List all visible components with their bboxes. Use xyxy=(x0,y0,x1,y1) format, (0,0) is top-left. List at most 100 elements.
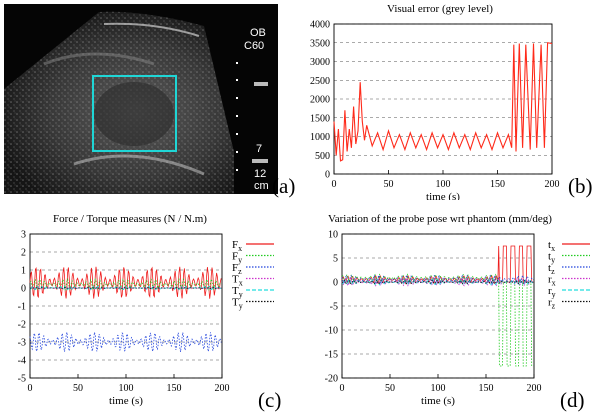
legend-item: ty xyxy=(548,251,590,265)
panel-label-b: (b) xyxy=(568,174,593,198)
legend-item: Tx xyxy=(232,274,274,288)
legend-item: rz xyxy=(548,297,590,311)
legend-label: Ty xyxy=(232,297,243,311)
y-tick-label: 4000 xyxy=(310,20,330,31)
legend-label: Fy xyxy=(232,251,242,265)
legend-subscript: y xyxy=(239,290,243,299)
x-tick-label: 50 xyxy=(385,383,395,394)
panel-label-c: (c) xyxy=(258,388,282,412)
legend-label: Fz xyxy=(232,262,242,276)
series-line-1 xyxy=(341,273,534,367)
legend-item: Fy xyxy=(232,251,274,265)
legend-item: Ty xyxy=(232,285,274,299)
series-line-5 xyxy=(29,287,222,289)
x-axis-label: time (s) xyxy=(426,191,460,200)
x-tick-label: 200 xyxy=(215,383,230,394)
y-tick-label: 1 xyxy=(21,266,26,277)
series-line-0 xyxy=(333,42,553,162)
legend-item: tx xyxy=(548,239,590,253)
legend-item: tz xyxy=(548,262,590,276)
chart-title-force-torque: Force / Torque measures (N / N.m) xyxy=(53,213,207,225)
legend-label: Fx xyxy=(232,239,242,253)
us-depth-value: 7 xyxy=(256,143,263,155)
legend-label: tx xyxy=(548,239,555,253)
series-line-3 xyxy=(341,277,534,287)
y-tick-label: -10 xyxy=(325,326,338,337)
us-probe-label: C60 xyxy=(244,40,265,52)
y-tick-label: 3000 xyxy=(310,57,330,68)
legend-item: Ty xyxy=(232,297,274,311)
y-tick-label: 2 xyxy=(21,248,26,259)
x-axis-label: time (s) xyxy=(421,395,455,407)
ultrasound-image: OB C60 7 12 cm xyxy=(4,4,278,194)
x-tick-label: 50 xyxy=(384,179,394,190)
legend-label: ty xyxy=(548,251,555,265)
y-tick-label: 0 xyxy=(21,284,26,295)
x-tick-label: 150 xyxy=(479,383,494,394)
y-tick-label: -5 xyxy=(18,374,26,385)
legend-subscript: z xyxy=(552,302,556,311)
series-line-2 xyxy=(29,331,222,353)
y-tick-label: -1 xyxy=(18,302,26,313)
plot-frame xyxy=(29,233,223,379)
x-tick-label: 200 xyxy=(545,179,560,190)
legend-subscript: z xyxy=(551,267,555,276)
y-tick-label: 3500 xyxy=(310,38,330,49)
y-tick-label: 500 xyxy=(315,151,330,162)
y-tick-label: 2000 xyxy=(310,95,330,106)
chart-visual-error: 0 500 1000 1500 2000 2500 3000 3500 4000 0 50 100 15… xyxy=(310,20,560,201)
y-tick-label: -15 xyxy=(325,350,338,361)
chart-force-torque: -5 -4 -3 -2 -1 0 1 2 3 0 50 100 150 200 time (s) FxFyFz… xyxy=(18,230,274,407)
x-tick-label: 50 xyxy=(73,383,83,394)
legend-subscript: z xyxy=(238,267,242,276)
x-tick-label: 100 xyxy=(431,383,446,394)
us-depth-unit: cm xyxy=(254,180,269,192)
legend-subscript: y xyxy=(239,302,243,311)
y-tick-label: 1500 xyxy=(310,113,330,124)
legend-subscript: x xyxy=(238,244,242,253)
y-tick-label: -4 xyxy=(18,356,26,367)
x-tick-label: 200 xyxy=(527,383,542,394)
y-tick-label: 0 xyxy=(325,170,330,181)
chart-title-probe-pose: Variation of the probe pose wrt phantom … xyxy=(328,213,552,225)
legend-label: rz xyxy=(548,297,556,311)
y-tick-label: -2 xyxy=(18,320,26,331)
panel-label-d: (d) xyxy=(560,388,585,412)
us-mode-label: OB xyxy=(250,27,266,39)
series-line-4 xyxy=(341,278,534,286)
panel-label-a: (a) xyxy=(272,174,296,198)
x-tick-label: 100 xyxy=(436,179,451,190)
legend-subscript: x xyxy=(551,244,555,253)
legend-label: rx xyxy=(548,274,556,288)
plot-frame xyxy=(333,23,553,175)
series-line-0 xyxy=(341,245,534,285)
x-tick-label: 0 xyxy=(332,179,337,190)
us-depth-bar xyxy=(252,159,268,163)
legend-subscript: y xyxy=(238,256,242,265)
us-depth-max: 12 xyxy=(254,168,267,180)
y-tick-label: -3 xyxy=(18,338,26,349)
y-tick-label: -20 xyxy=(325,374,338,385)
chart-title-visual-error: Visual error (grey level) xyxy=(387,3,493,15)
y-tick-label: 3 xyxy=(21,230,26,241)
legend-label: Tx xyxy=(232,274,243,288)
legend-subscript: y xyxy=(551,256,555,265)
series-line-5 xyxy=(341,279,534,285)
legend-item: Fz xyxy=(232,262,274,276)
series-line-0 xyxy=(29,266,222,299)
x-tick-label: 150 xyxy=(490,179,505,190)
legend-item: rx xyxy=(548,274,590,288)
legend-item: ry xyxy=(548,285,590,299)
legend-label: ry xyxy=(548,285,556,299)
x-axis-label: time (s) xyxy=(109,395,143,407)
legend-subscript: x xyxy=(552,279,556,288)
y-tick-label: 2500 xyxy=(310,76,330,87)
y-tick-label: 0 xyxy=(333,278,338,289)
x-tick-label: 0 xyxy=(28,383,33,394)
legend-label: Ty xyxy=(232,285,243,299)
x-tick-label: 0 xyxy=(340,383,345,394)
legend-subscript: x xyxy=(239,279,243,288)
us-gain-bar xyxy=(254,82,268,86)
legend-subscript: y xyxy=(552,290,556,299)
